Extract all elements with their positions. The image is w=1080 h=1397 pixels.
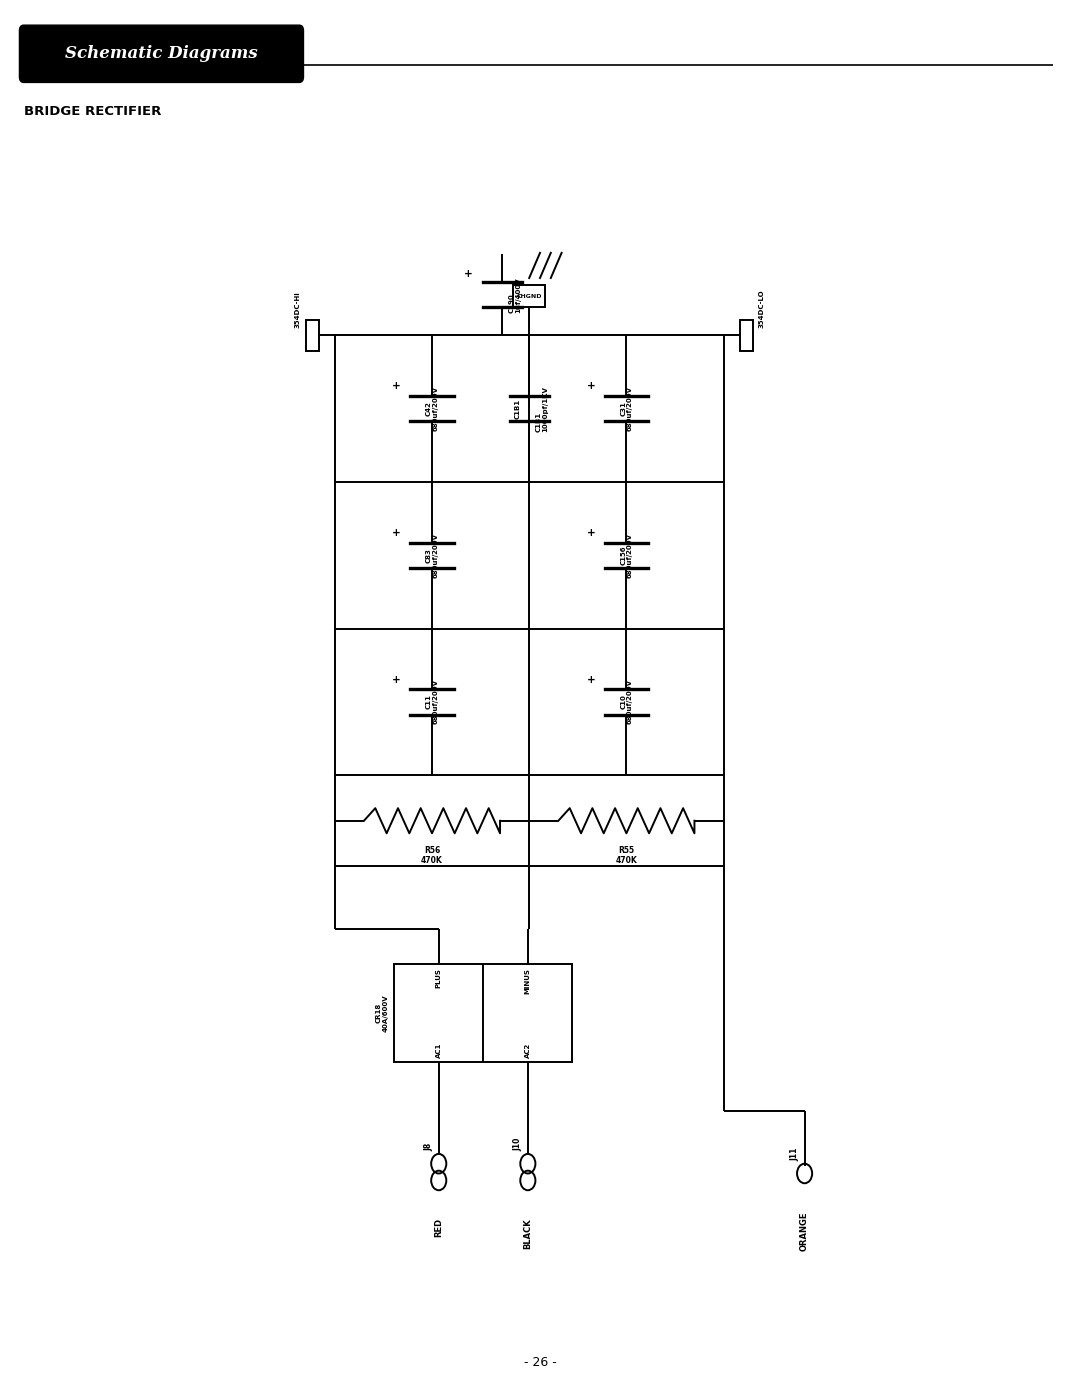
Text: BLACK: BLACK xyxy=(524,1218,532,1249)
Text: 354DC-LO: 354DC-LO xyxy=(758,289,765,328)
Text: RED: RED xyxy=(434,1218,443,1238)
Text: +: + xyxy=(392,675,401,685)
Text: +: + xyxy=(586,528,595,538)
Bar xyxy=(306,320,319,351)
Text: 354DC-HI: 354DC-HI xyxy=(294,292,300,328)
Text: +: + xyxy=(392,381,401,391)
Text: +: + xyxy=(392,528,401,538)
Text: CHGND: CHGND xyxy=(516,293,542,299)
Text: C42
680uf/200V: C42 680uf/200V xyxy=(426,386,438,432)
Text: AC1: AC1 xyxy=(435,1042,442,1058)
Text: BRIDGE RECTIFIER: BRIDGE RECTIFIER xyxy=(24,105,161,119)
Text: C1B1: C1B1 xyxy=(514,398,521,419)
Text: J8: J8 xyxy=(424,1143,433,1151)
Text: J11: J11 xyxy=(791,1147,799,1161)
Text: MINUS: MINUS xyxy=(525,968,531,995)
FancyBboxPatch shape xyxy=(19,25,303,82)
Text: C10
680uf/200V: C10 680uf/200V xyxy=(620,679,633,725)
Text: C83
680uf/200V: C83 680uf/200V xyxy=(426,532,438,578)
Bar xyxy=(740,320,753,351)
Text: +: + xyxy=(586,381,595,391)
Bar xyxy=(513,285,545,307)
Text: AC2: AC2 xyxy=(525,1042,531,1058)
Text: R56
470K: R56 470K xyxy=(421,847,443,865)
Text: +: + xyxy=(586,675,595,685)
Text: C1B1
1000pf/1KV: C1B1 1000pf/1KV xyxy=(536,386,549,432)
Text: C156
680uf/200V: C156 680uf/200V xyxy=(620,532,633,578)
Text: J10: J10 xyxy=(513,1137,523,1151)
Text: C11
680uf/200V: C11 680uf/200V xyxy=(426,679,438,725)
Text: +: + xyxy=(464,268,473,279)
Text: R55
470K: R55 470K xyxy=(616,847,637,865)
Text: C31
680uf/200V: C31 680uf/200V xyxy=(620,386,633,432)
Text: PLUS: PLUS xyxy=(435,968,442,988)
Text: Schematic Diagrams: Schematic Diagrams xyxy=(65,45,258,63)
Bar xyxy=(394,964,572,1062)
Text: ORANGE: ORANGE xyxy=(800,1211,809,1250)
Text: - 26 -: - 26 - xyxy=(524,1355,556,1369)
Text: C190
1uf/400V: C190 1uf/400V xyxy=(509,277,522,313)
Text: CR18
40A/600V: CR18 40A/600V xyxy=(376,995,389,1031)
